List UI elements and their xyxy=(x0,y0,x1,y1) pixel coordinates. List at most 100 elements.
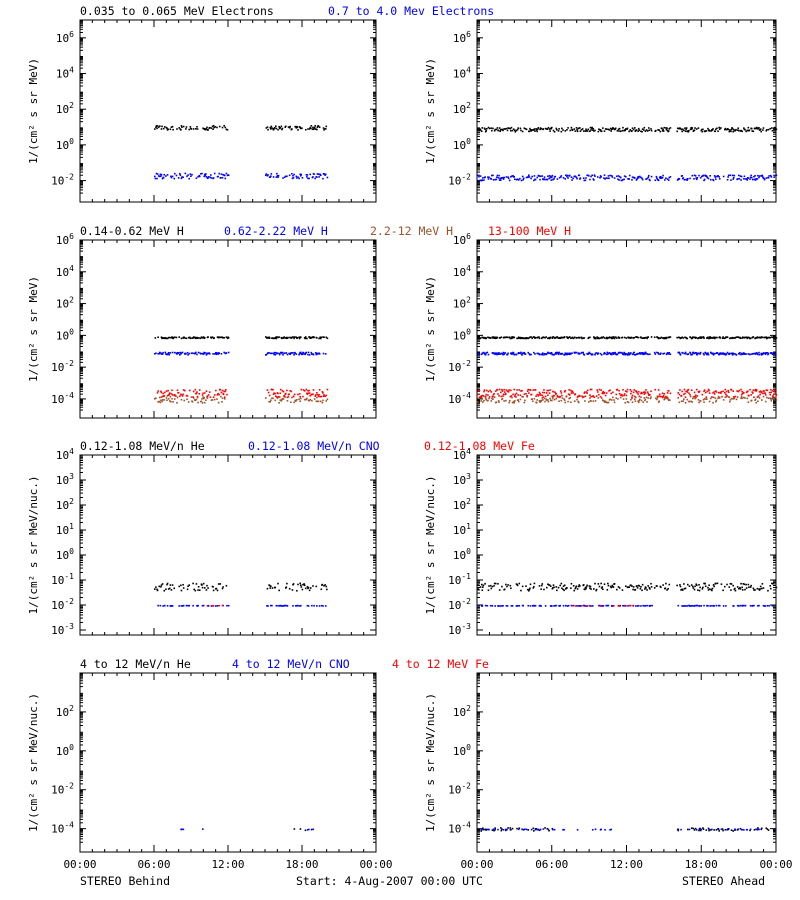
data-point xyxy=(740,352,743,355)
data-point xyxy=(306,585,309,588)
data-point xyxy=(580,128,583,131)
data-point xyxy=(533,585,535,588)
data-point xyxy=(570,392,573,394)
data-point xyxy=(599,395,602,398)
data-point xyxy=(773,398,775,401)
data-point xyxy=(205,176,208,178)
data-point xyxy=(766,396,768,399)
data-point xyxy=(657,353,660,355)
data-point xyxy=(166,604,169,607)
data-point xyxy=(511,604,514,607)
data-point xyxy=(322,605,324,607)
data-point xyxy=(502,395,504,397)
data-point xyxy=(686,398,689,401)
data-point xyxy=(736,396,739,398)
data-point xyxy=(715,604,718,607)
data-point xyxy=(625,398,628,400)
data-point xyxy=(625,337,628,339)
data-point xyxy=(210,605,213,607)
data-point xyxy=(534,389,537,391)
data-point xyxy=(306,392,308,395)
data-point xyxy=(482,828,484,831)
data-point xyxy=(279,399,282,401)
data-point xyxy=(553,394,555,397)
data-point xyxy=(567,337,569,340)
data-point xyxy=(188,389,191,392)
data-point xyxy=(507,827,509,829)
data-point xyxy=(171,336,173,338)
data-point xyxy=(493,352,496,355)
data-point xyxy=(192,396,194,398)
data-point xyxy=(547,583,549,586)
data-point xyxy=(720,390,723,393)
data-point xyxy=(286,605,289,607)
data-point xyxy=(752,178,754,181)
data-point xyxy=(681,128,684,131)
data-point xyxy=(692,130,695,132)
data-point xyxy=(684,127,686,129)
data-point xyxy=(679,352,681,355)
data-point xyxy=(314,177,316,180)
data-point xyxy=(593,174,596,176)
data-point xyxy=(767,397,770,400)
data-point xyxy=(766,828,769,830)
data-point xyxy=(320,588,323,591)
data-point xyxy=(289,401,292,404)
data-point xyxy=(511,396,513,399)
data-point xyxy=(163,173,166,176)
data-point xyxy=(288,127,291,129)
data-point xyxy=(560,336,563,339)
data-point xyxy=(200,172,202,175)
data-point xyxy=(598,585,601,588)
data-point xyxy=(186,351,189,354)
data-point xyxy=(318,605,321,607)
data-point xyxy=(198,589,201,591)
data-point xyxy=(314,125,316,127)
data-point xyxy=(319,336,321,339)
data-point xyxy=(485,127,488,130)
data-point xyxy=(594,582,596,585)
data-point xyxy=(507,584,509,586)
data-point xyxy=(752,604,754,607)
data-point xyxy=(506,605,509,607)
data-point xyxy=(726,336,729,339)
data-point xyxy=(188,584,191,586)
data-point xyxy=(773,390,775,393)
data-point xyxy=(628,604,631,607)
data-point xyxy=(554,337,556,339)
data-point xyxy=(221,126,224,129)
data-point xyxy=(639,398,641,401)
data-point xyxy=(509,337,512,340)
data-point xyxy=(511,353,514,355)
data-point xyxy=(567,127,569,129)
data-point xyxy=(545,353,548,355)
data-point xyxy=(610,353,613,356)
data-point xyxy=(548,177,550,180)
data-point xyxy=(631,397,633,400)
data-point xyxy=(170,126,173,128)
data-point xyxy=(266,174,269,177)
data-point xyxy=(515,396,517,398)
plot-frame xyxy=(476,672,777,853)
data-point xyxy=(602,390,605,393)
data-point xyxy=(595,588,598,591)
data-point xyxy=(761,336,764,339)
data-point xyxy=(494,336,496,339)
data-point xyxy=(569,129,572,132)
data-point xyxy=(752,352,754,355)
data-point xyxy=(521,395,523,398)
data-point xyxy=(490,587,493,590)
data-point xyxy=(156,127,158,130)
data-point xyxy=(741,390,743,393)
data-point xyxy=(612,586,615,588)
data-point xyxy=(479,337,482,339)
data-point xyxy=(613,401,616,404)
data-point xyxy=(161,400,163,403)
data-point xyxy=(603,583,606,586)
data-point xyxy=(154,397,156,400)
data-point xyxy=(579,127,581,129)
data-point xyxy=(325,394,328,397)
data-point xyxy=(533,336,536,338)
data-point xyxy=(646,130,649,132)
data-point xyxy=(584,586,587,589)
